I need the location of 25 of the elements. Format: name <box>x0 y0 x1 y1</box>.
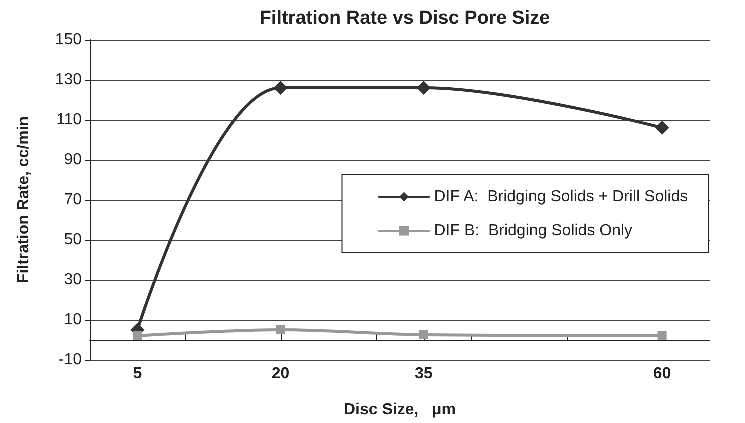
x-tick-label: 20 <box>272 366 290 382</box>
y-tick-label: 10 <box>64 312 82 328</box>
y-tick-label: 130 <box>55 72 82 88</box>
y-tick-label: 70 <box>64 192 82 208</box>
legend-label: DIF A: Bridging Solids + Drill Solids <box>434 188 688 206</box>
y-tick-label: 150 <box>55 32 82 48</box>
y-axis-title: Filtration Rate, cc/min <box>16 116 32 284</box>
x-axis-title: Disc Size, μm <box>344 402 456 418</box>
point <box>658 332 667 340</box>
x-tick-label: 35 <box>414 366 433 382</box>
y-tick-label: 30 <box>64 272 82 288</box>
point <box>276 326 286 334</box>
y-tick-label: -10 <box>58 352 82 368</box>
y-tick-label: 50 <box>64 232 82 248</box>
point <box>416 81 431 95</box>
x-tick-label: 60 <box>653 366 672 382</box>
point <box>133 332 142 340</box>
y-tick-label: 110 <box>56 112 82 128</box>
x-tick-label: 5 <box>133 366 142 382</box>
y-tick-label: 90 <box>64 152 82 168</box>
point <box>274 81 288 95</box>
legend-label: DIF B: Bridging Solids Only <box>434 222 633 240</box>
chart-title: Filtration Rate vs Disc Pore Size <box>260 8 550 29</box>
point <box>655 121 670 135</box>
point <box>419 330 428 340</box>
